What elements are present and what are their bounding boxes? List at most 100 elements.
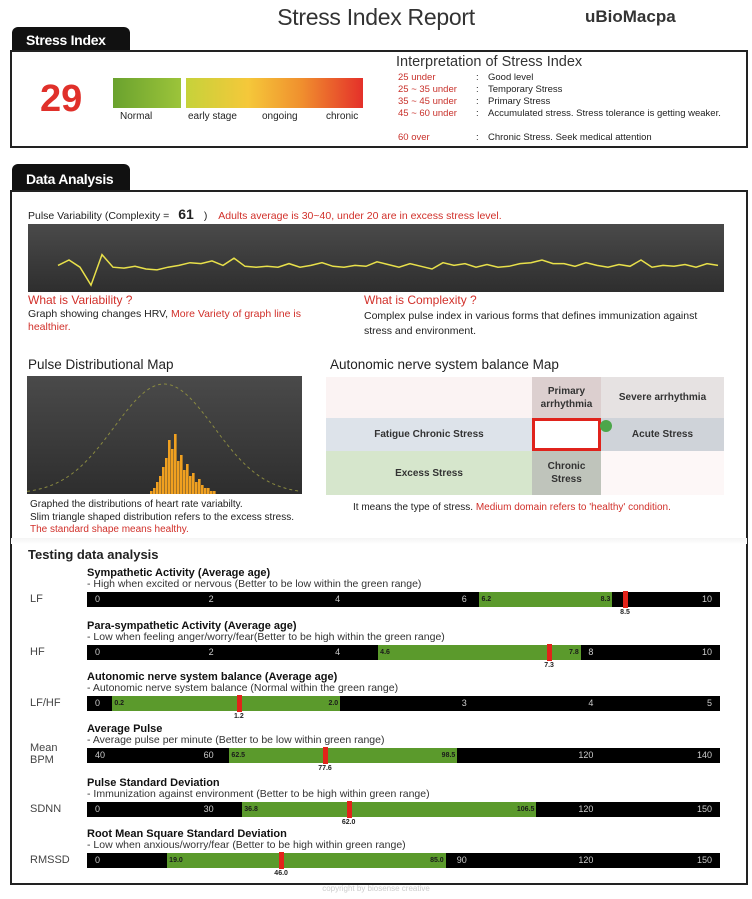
brand-logo: uBioMacpa: [585, 7, 676, 26]
metric-desc: - Immunization against environment (Bett…: [87, 788, 430, 800]
value-marker: [346, 801, 352, 818]
ans-balance-map: Primary arrhythmia Severe arrhythmia Fat…: [326, 377, 724, 495]
variability-desc: Graph showing changes HRV, More Variety …: [28, 308, 338, 334]
stress-score: 29: [40, 78, 83, 120]
green-start-label: 4.6: [380, 649, 390, 656]
normal-curve: [27, 383, 301, 492]
ans-desc-text: It means the type of stress.: [353, 502, 474, 513]
interpretation-range: 60 over: [398, 132, 430, 143]
stress-gradient-bar: [186, 78, 363, 108]
value-label: 7.3: [544, 662, 554, 669]
tick-label: 0: [95, 804, 101, 814]
histogram-bar: [201, 485, 204, 494]
histogram-bar: [189, 476, 192, 494]
histogram-bar: [174, 434, 177, 494]
green-start-label: 36.8: [244, 806, 258, 813]
interpretation-range: 25 ~ 35 under: [398, 84, 457, 95]
interpretation-title: Interpretation of Stress Index: [396, 54, 583, 70]
map-cell-empty: [326, 377, 532, 418]
tick-label: 120: [578, 750, 594, 760]
histogram-bar: [180, 455, 183, 494]
green-end-label: 106.5: [516, 806, 535, 813]
histogram-bar: [183, 470, 186, 494]
green-range: [229, 748, 458, 763]
map-cell-empty-2: [601, 451, 724, 495]
data-analysis-panel: [10, 190, 748, 885]
metric-label: RMSSD: [30, 854, 70, 866]
map-cell-healthy-marker: [532, 418, 601, 451]
value-marker: [623, 591, 629, 608]
metric-label: Mean BPM: [30, 742, 58, 766]
scale-label-normal: Normal: [120, 111, 153, 122]
green-end-label: 7.8: [569, 649, 579, 656]
map-cell-acute-stress: Acute Stress: [601, 418, 724, 451]
histogram-bar: [156, 482, 159, 494]
tick-label: 6: [461, 594, 467, 604]
pulse-note: Adults average is 30~40, under 20 are in…: [218, 210, 502, 222]
tick-label: 0: [95, 594, 101, 604]
distribution-title: Pulse Distributional Map: [28, 357, 174, 372]
metric-title: Autonomic nerve system balance (Average …: [87, 671, 338, 683]
interpretation-desc: Primary Stress: [488, 96, 551, 107]
colon: :: [476, 132, 479, 143]
distribution-desc-1: Graphed the distributions of heart rate …: [30, 499, 243, 510]
complexity-value: 61: [178, 206, 194, 222]
histogram-bar: [150, 491, 153, 494]
variability-question: What is Variability ?: [28, 293, 133, 307]
data-analysis-tab: Data Analysis: [12, 164, 130, 191]
map-cell-chronic-stress: Chronic Stress: [532, 451, 601, 495]
metric-label: SDNN: [30, 803, 62, 815]
tick-label: 4: [335, 647, 341, 657]
interpretation-desc: Chronic Stress. Seek medical attention: [488, 132, 652, 143]
green-start-label: 19.0: [169, 857, 183, 864]
interpretation-desc: Good level: [488, 72, 534, 83]
tick-label: 2: [208, 647, 214, 657]
interpretation-range: 45 ~ 60 under: [398, 108, 457, 119]
metric-title: Sympathetic Activity (Average age): [87, 567, 271, 579]
metric-label: LF: [30, 593, 43, 605]
green-range: [242, 802, 537, 817]
copyright: copyright by biosense creative: [322, 884, 430, 893]
variability-desc-red: More Variety of graph line is healthier.: [28, 308, 301, 333]
tick-label: 0: [95, 647, 101, 657]
green-end-label: 2.0: [328, 700, 339, 707]
metric-bar: 0 90 120 150 19.0 85.0 46.0: [87, 852, 720, 877]
ans-map-desc: It means the type of stress. Medium doma…: [353, 502, 671, 513]
value-marker: [279, 852, 285, 869]
metric-desc: - Low when anxious/worry/fear (Better to…: [87, 839, 406, 851]
value-marker: [236, 695, 242, 712]
colon: :: [476, 96, 479, 107]
green-range: [112, 696, 341, 711]
histogram-bar: [159, 476, 162, 494]
green-end-label: 85.0: [430, 857, 444, 864]
histogram-bar: [213, 491, 216, 494]
metric-desc: - High when excited or nervous (Better t…: [87, 578, 422, 590]
value-label: 77.6: [318, 765, 332, 772]
tick-label: 40: [95, 750, 106, 760]
pulse-variability-chart: [28, 224, 724, 292]
green-start-label: 6.2: [481, 596, 492, 603]
metric-title: Pulse Standard Deviation: [87, 777, 220, 789]
histogram-bar: [177, 461, 180, 494]
histogram-bar: [171, 449, 174, 494]
tick-label: 4: [335, 594, 341, 604]
tick-label: 60: [203, 750, 214, 760]
complexity-desc: Complex pulse index in various forms tha…: [364, 310, 698, 337]
green-end-label: 98.5: [441, 752, 456, 759]
colon: :: [476, 108, 479, 119]
tick-label: 120: [578, 804, 594, 814]
green-range: [378, 645, 581, 660]
pulse-distribution-chart: [27, 376, 302, 494]
metric-desc: - Autonomic nerve system balance (Normal…: [87, 682, 399, 694]
tick-label: 120: [578, 855, 594, 865]
tick-label: 4: [588, 698, 594, 708]
colon: :: [476, 84, 479, 95]
histogram-bar: [192, 473, 195, 494]
histogram-bar: [186, 464, 189, 494]
map-cell-fatigue-chronic-stress: Fatigue Chronic Stress: [326, 418, 532, 451]
map-cell-excess-stress: Excess Stress: [326, 451, 532, 495]
tick-label: 140: [696, 750, 712, 760]
report-title: Stress Index Report: [277, 4, 475, 30]
distribution-desc-3: The standard shape means healthy.: [30, 524, 189, 535]
map-cell-primary-arrhythmia: Primary arrhythmia: [532, 377, 601, 418]
